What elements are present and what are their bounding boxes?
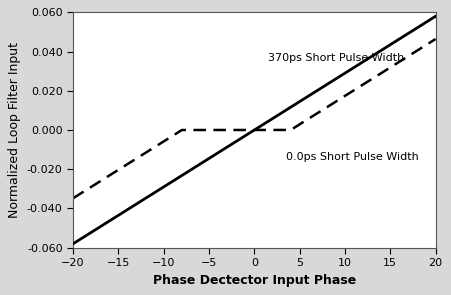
- Y-axis label: Normalized Loop Filter Input: Normalized Loop Filter Input: [8, 42, 21, 218]
- Text: 370ps Short Pulse Width: 370ps Short Pulse Width: [268, 53, 404, 63]
- X-axis label: Phase Dectector Input Phase: Phase Dectector Input Phase: [153, 274, 356, 287]
- Text: 0.0ps Short Pulse Width: 0.0ps Short Pulse Width: [286, 152, 419, 162]
